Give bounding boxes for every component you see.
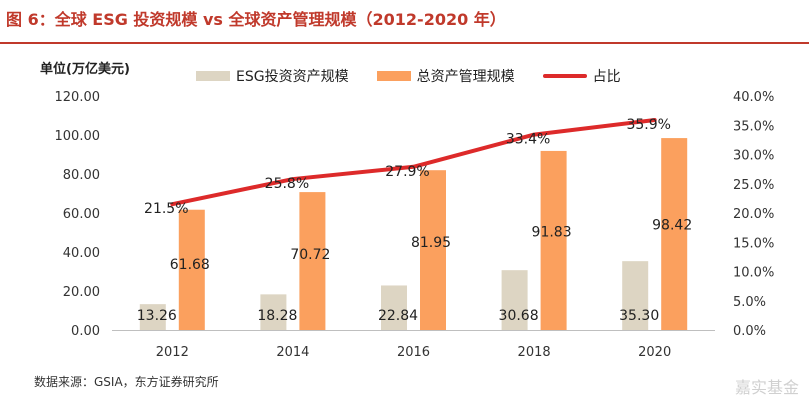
left-axis-tick: 60.00 [63,207,100,222]
left-axis-tick: 40.00 [63,246,100,261]
data-label-ratio: 25.8% [265,176,309,192]
bar-esg [622,261,649,330]
left-axis-tick: 80.00 [63,168,100,183]
bar-esg [260,294,287,330]
data-label-total: 98.42 [652,217,692,233]
right-axis-tick: 5.0% [733,295,766,310]
data-label-ratio: 27.9% [385,164,429,180]
data-label-ratio: 33.4% [506,132,550,148]
right-axis-tick: 25.0% [733,178,774,193]
legend-swatch-ratio [542,74,587,78]
x-axis-tick: 2020 [638,345,671,360]
left-axis-tick: 100.00 [55,129,101,144]
data-label-total: 61.68 [170,257,210,273]
left-axis-tick: 0.00 [71,324,100,339]
bar-esg [501,270,528,330]
bar-esg [381,285,407,330]
ratio-line [170,117,657,207]
legend-swatch-total [376,71,411,81]
title-rule [0,42,809,44]
bar-total [420,170,446,330]
source-note: 数据来源：GSIA，东方证券研究所 [34,375,219,389]
unit-label: 单位(万亿美元) [40,62,130,77]
bar-total [540,150,567,330]
chart-title: 图 6：全球 ESG 投资规模 vs 全球资产管理规模（2012-2020 年） [6,10,506,29]
data-label-esg: 13.26 [137,308,177,324]
bar-total [661,138,688,330]
left-axis-tick: 120.00 [55,90,101,105]
legend: ESG投资资产规模 总资产管理规模 占比 [196,66,621,86]
data-label-total: 70.72 [290,247,330,263]
x-axis-tick: 2014 [276,345,309,360]
legend-swatch-esg [196,71,230,81]
data-label-esg: 22.84 [378,308,418,324]
legend-label-esg: ESG投资资产规模 [236,69,349,85]
legend-item-esg: ESG投资资产规模 [196,66,349,86]
watermark: 嘉实基金 [734,378,799,397]
legend-label-total: 总资产管理规模 [416,69,515,85]
right-axis-tick: 20.0% [733,207,774,222]
right-axis-tick: 40.0% [733,90,774,105]
right-axis-tick: 0.0% [733,324,766,339]
bar-esg [139,304,166,330]
legend-item-total: 总资产管理规模 [376,66,515,86]
x-axis-tick: 2016 [397,345,430,360]
data-label-ratio: 21.5% [144,201,188,217]
bar-total [178,209,205,330]
data-label-esg: 30.68 [499,308,539,324]
right-axis-tick: 30.0% [733,149,774,164]
data-label-total: 81.95 [411,235,451,251]
data-label-ratio: 35.9% [626,117,670,133]
data-label-total: 91.83 [532,225,572,241]
x-axis-tick: 2018 [518,345,551,360]
data-label-esg: 18.28 [257,308,297,324]
right-axis-tick: 10.0% [733,266,774,281]
data-label-esg: 35.30 [619,308,659,324]
legend-item-ratio: 占比 [542,66,621,86]
legend-label-ratio: 占比 [592,69,621,85]
x-axis-tick: 2012 [156,345,189,360]
bar-total [299,192,326,330]
right-axis-tick: 15.0% [733,236,774,251]
right-axis-tick: 35.0% [733,119,774,134]
left-axis-tick: 20.00 [63,285,100,300]
